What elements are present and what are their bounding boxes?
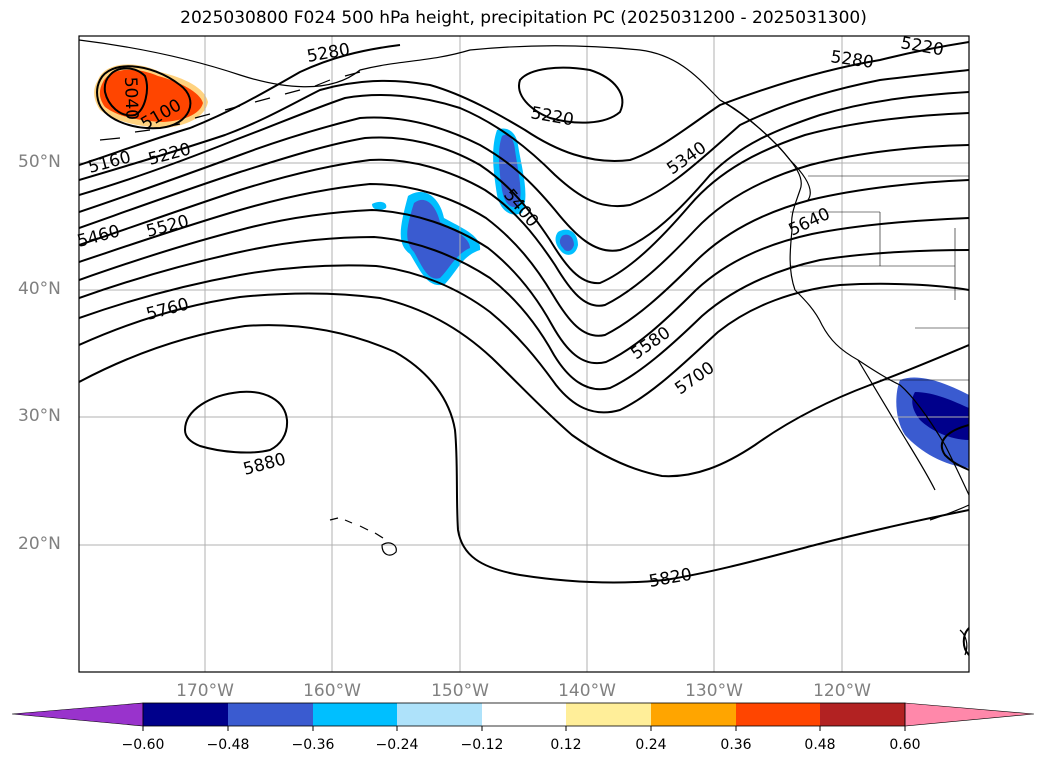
colorbar-bin bbox=[228, 703, 313, 726]
colorbar-tick-label: −0.24 bbox=[375, 737, 419, 753]
precip-negative-e-core bbox=[912, 392, 969, 440]
contour-label: 5520 bbox=[144, 211, 191, 242]
contour-5460 bbox=[79, 144, 969, 307]
contour-label: 5340 bbox=[663, 138, 710, 179]
contour-se bbox=[962, 627, 969, 656]
gridlines bbox=[79, 36, 969, 672]
contour-label: 5220 bbox=[899, 33, 945, 60]
colorbar-tick-label: 0.48 bbox=[804, 737, 836, 753]
colorbar-tick-label: −0.12 bbox=[460, 737, 504, 753]
precip-negative-c-core bbox=[559, 234, 574, 252]
lon-tick-label: 140°W bbox=[558, 681, 616, 701]
colorbar-extend-low bbox=[11, 702, 144, 727]
colorbar bbox=[11, 702, 1035, 731]
contour-label: 5760 bbox=[144, 294, 191, 325]
contour-5340 bbox=[79, 91, 969, 252]
colorbar-bin bbox=[566, 703, 651, 726]
contour-5700 bbox=[79, 264, 969, 414]
us-west-coast bbox=[794, 289, 969, 496]
contour-label: 5820 bbox=[647, 565, 693, 592]
colorbar-tick-label: 0.36 bbox=[720, 737, 752, 753]
colorbar-bin bbox=[482, 703, 566, 726]
contour-5220-low bbox=[518, 66, 624, 124]
mexico-coast bbox=[929, 504, 969, 656]
contour-label: 5700 bbox=[671, 358, 718, 399]
colorbar-bin bbox=[313, 703, 397, 726]
contour-label: 5220 bbox=[529, 103, 575, 130]
colorbar-tick-label: 0.12 bbox=[550, 737, 582, 753]
colorbar-tick-label: −0.36 bbox=[291, 737, 335, 753]
colorbar-bin bbox=[736, 703, 820, 726]
colorbar-tick-label: −0.48 bbox=[206, 737, 250, 753]
contour-5400 bbox=[79, 112, 969, 285]
colorbar-bin bbox=[143, 703, 228, 726]
lat-tick-label: 50°N bbox=[18, 152, 61, 172]
baja-peninsula bbox=[857, 359, 936, 491]
lon-tick-label: 130°W bbox=[685, 681, 743, 701]
canada-coast bbox=[719, 99, 802, 291]
colorbar-tick-label: −0.60 bbox=[121, 737, 165, 753]
lon-tick-label: 150°W bbox=[431, 681, 489, 701]
hawaii-islands bbox=[329, 517, 397, 556]
contour-5520 bbox=[79, 179, 969, 337]
map-frame bbox=[78, 35, 970, 673]
contour-5220-west bbox=[79, 41, 969, 181]
state-borders bbox=[790, 175, 969, 381]
contour-5100 bbox=[95, 65, 192, 130]
contour-5760 bbox=[79, 292, 969, 478]
contour-label: 5040 bbox=[120, 76, 141, 120]
lat-tick-label: 40°N bbox=[18, 279, 61, 299]
colorbar-tick-label: 0.60 bbox=[889, 737, 921, 753]
contour-label: 5280 bbox=[305, 40, 351, 67]
contour-sw-5820 bbox=[940, 424, 969, 471]
coastlines bbox=[79, 39, 969, 656]
contour-5880 bbox=[183, 390, 289, 454]
precip-negative-b-core bbox=[498, 134, 521, 208]
colorbar-bin bbox=[397, 703, 482, 726]
lon-tick-label: 160°W bbox=[303, 681, 361, 701]
lon-tick-label: 120°W bbox=[813, 681, 871, 701]
colorbar-bin bbox=[820, 703, 905, 726]
lat-tick-label: 20°N bbox=[18, 534, 61, 554]
map-title: 2025030800 F024 500 hPa height, precipit… bbox=[180, 8, 867, 28]
contour-5640 bbox=[79, 235, 969, 391]
contour-5160 bbox=[79, 44, 401, 166]
lat-tick-label: 30°N bbox=[18, 406, 61, 426]
contour-label: 5880 bbox=[241, 449, 288, 480]
contour-5280 bbox=[79, 69, 969, 208]
colorbar-extend-high bbox=[904, 702, 1035, 727]
contour-5040 bbox=[103, 67, 148, 117]
precip-negative-d bbox=[372, 201, 387, 211]
contour-label: 5160 bbox=[86, 147, 133, 178]
contour-5820 bbox=[79, 324, 969, 584]
lon-tick-label: 170°W bbox=[176, 681, 234, 701]
contour-label: 5580 bbox=[627, 323, 674, 364]
height-contours bbox=[79, 41, 969, 656]
contour-5580 bbox=[79, 208, 969, 365]
colorbar-tick-label: 0.24 bbox=[635, 737, 667, 753]
colorbar-bin bbox=[651, 703, 736, 726]
